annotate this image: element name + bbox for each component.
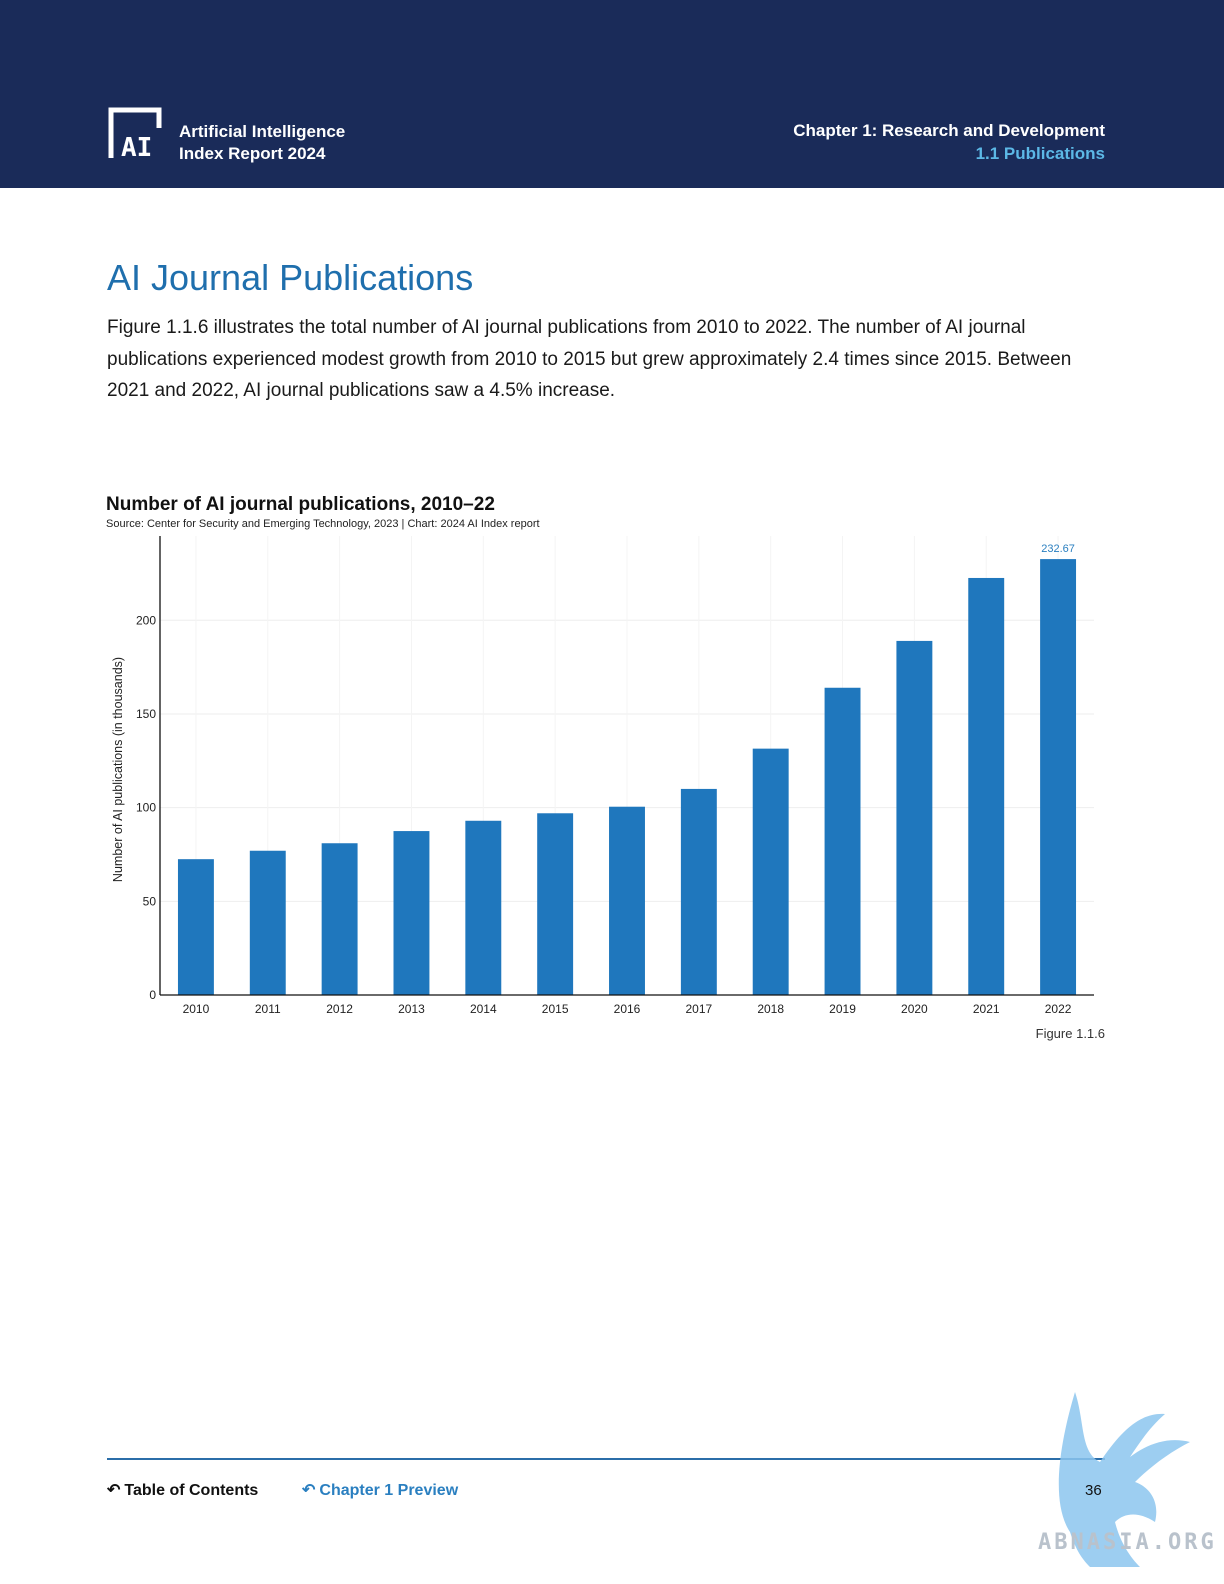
x-tick-label: 2020 <box>901 1002 928 1016</box>
watermark-text: ABNASIA.ORG <box>1038 1530 1217 1555</box>
toc-label: Table of Contents <box>124 1482 259 1499</box>
x-tick-label: 2011 <box>255 1002 281 1016</box>
page-number: 36 <box>1085 1482 1102 1499</box>
x-tick-label: 2021 <box>973 1002 1000 1016</box>
bar-2017 <box>680 788 717 995</box>
section-title: 1.1 Publications <box>975 144 1105 163</box>
brand-line-1: Artificial Intelligence <box>179 122 346 141</box>
x-tick-label: 2017 <box>685 1002 712 1016</box>
x-tick-label: 2013 <box>398 1002 425 1016</box>
brand-title: Artificial Intelligence Index Report 202… <box>179 121 345 165</box>
x-tick-label: 2014 <box>470 1002 497 1016</box>
x-tick-label: 2016 <box>614 1002 641 1016</box>
bar-2014 <box>465 820 502 995</box>
bar-2011 <box>249 850 286 995</box>
bar-2018 <box>752 748 789 995</box>
y-axis-label: Number of AI publications (in thousands) <box>111 657 125 882</box>
bar-2015 <box>537 813 574 995</box>
figure-label: Figure 1.1.6 <box>1035 1026 1105 1041</box>
chart-source: Source: Center for Security and Emerging… <box>106 518 540 530</box>
x-tick-label: 2022 <box>1045 1002 1072 1016</box>
chapter-preview-link[interactable]: ↶ Chapter 1 Preview <box>302 1480 458 1500</box>
bar-2019 <box>824 687 861 995</box>
chapter-preview-label: Chapter 1 Preview <box>319 1482 459 1499</box>
x-tick-label: 2012 <box>326 1002 353 1016</box>
table-of-contents-link[interactable]: ↶ Table of Contents <box>107 1480 258 1500</box>
chart-title: Number of AI journal publications, 2010–… <box>106 494 495 515</box>
y-tick-label: 100 <box>136 801 156 815</box>
intro-paragraph: Figure 1.1.6 illustrates the total numbe… <box>107 317 1072 401</box>
bar-2010 <box>177 859 214 995</box>
griffin-watermark <box>1058 1392 1190 1567</box>
y-tick-label: 0 <box>149 988 156 1002</box>
x-tick-label: 2019 <box>829 1002 856 1016</box>
bar-2020 <box>896 640 933 995</box>
brand-line-2: Index Report 2024 <box>179 144 326 163</box>
x-tick-label: 2010 <box>183 1002 210 1016</box>
bar-2016 <box>609 806 645 995</box>
bar-2012 <box>321 843 358 995</box>
chapter-heading: Chapter 1: Research and Development 1.1 … <box>793 119 1105 165</box>
svg-text:AI: AI <box>121 133 152 160</box>
page-title: AI Journal Publications <box>107 257 474 298</box>
report-header: AI Artificial Intelligence Index Report … <box>0 0 1224 188</box>
x-tick-label: 2015 <box>542 1002 569 1016</box>
y-tick-label: 150 <box>136 707 156 721</box>
chapter-title: Chapter 1: Research and Development <box>793 121 1105 140</box>
bar-chart: 0 50 100 150 200 2010 2011 2012 2013 2014 2015 2016… <box>111 536 1094 1016</box>
x-tick-label: 2018 <box>757 1002 784 1016</box>
return-arrow-icon: ↶ <box>107 1482 121 1499</box>
y-tick-label: 200 <box>136 613 156 627</box>
y-tick-label: 50 <box>143 894 157 908</box>
bar-2022 <box>1040 559 1077 995</box>
bar-2021 <box>968 577 1005 995</box>
ai-index-logo: AI <box>108 107 162 160</box>
return-arrow-icon: ↶ <box>302 1482 316 1499</box>
bar-2013 <box>393 831 430 995</box>
footer-divider <box>107 1458 1105 1460</box>
data-label: 232.67 <box>1041 543 1075 555</box>
